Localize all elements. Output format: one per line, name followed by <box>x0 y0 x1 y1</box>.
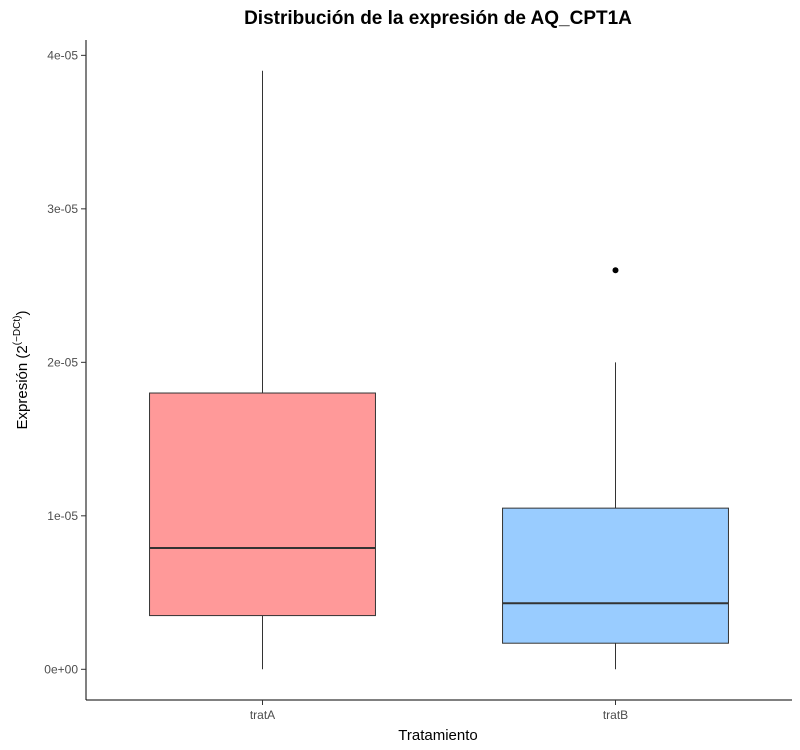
y-axis-title-main: Expresión (2 <box>14 345 31 429</box>
x-axis-title: Tratamiento <box>398 727 477 744</box>
y-tick-label: 3e-05 <box>47 202 78 216</box>
y-axis-title-superscript: (−DCt) <box>12 316 23 346</box>
y-tick-label: 2e-05 <box>47 355 78 369</box>
outlier-point <box>612 267 619 274</box>
x-tick-label: tratA <box>250 708 275 722</box>
box-tratB <box>502 507 729 644</box>
box-group-tratB <box>502 267 729 670</box>
y-axis: 0e+00 1e-05 2e-05 3e-05 4e-05 <box>44 40 87 700</box>
x-axis: tratA tratB <box>86 699 792 722</box>
y-tick-label: 0e+00 <box>44 662 78 676</box>
y-tick-label: 1e-05 <box>47 509 78 523</box>
y-axis-title-close: ) <box>14 311 31 316</box>
y-axis-title: Expresión (2(−DCt)) <box>12 311 31 430</box>
y-tick-label: 4e-05 <box>47 48 78 62</box>
chart-title: Distribución de la expresión de AQ_CPT1A <box>244 8 632 29</box>
boxes <box>149 70 729 670</box>
x-tick-label: tratB <box>603 708 628 722</box>
box-tratA <box>149 392 376 617</box>
box-group-tratA <box>149 70 376 670</box>
